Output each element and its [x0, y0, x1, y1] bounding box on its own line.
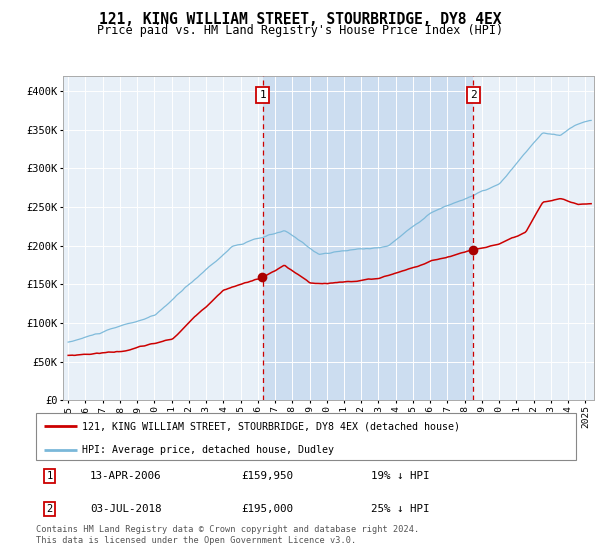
Text: 121, KING WILLIAM STREET, STOURBRIDGE, DY8 4EX (detached house): 121, KING WILLIAM STREET, STOURBRIDGE, D…: [82, 421, 460, 431]
Text: 1: 1: [259, 90, 266, 100]
Text: 2: 2: [46, 504, 53, 514]
Text: 121, KING WILLIAM STREET, STOURBRIDGE, DY8 4EX: 121, KING WILLIAM STREET, STOURBRIDGE, D…: [99, 12, 501, 27]
Text: 25% ↓ HPI: 25% ↓ HPI: [371, 504, 430, 514]
Text: 1: 1: [46, 471, 53, 481]
Text: £159,950: £159,950: [241, 471, 293, 481]
Text: 03-JUL-2018: 03-JUL-2018: [90, 504, 161, 514]
Text: £195,000: £195,000: [241, 504, 293, 514]
Text: HPI: Average price, detached house, Dudley: HPI: Average price, detached house, Dudl…: [82, 445, 334, 455]
Text: Contains HM Land Registry data © Crown copyright and database right 2024.
This d: Contains HM Land Registry data © Crown c…: [36, 525, 419, 545]
FancyBboxPatch shape: [36, 413, 576, 460]
Bar: [263, 76, 473, 400]
Text: 19% ↓ HPI: 19% ↓ HPI: [371, 471, 430, 481]
Text: Price paid vs. HM Land Registry's House Price Index (HPI): Price paid vs. HM Land Registry's House …: [97, 24, 503, 36]
Text: 13-APR-2006: 13-APR-2006: [90, 471, 161, 481]
Text: 2: 2: [470, 90, 476, 100]
